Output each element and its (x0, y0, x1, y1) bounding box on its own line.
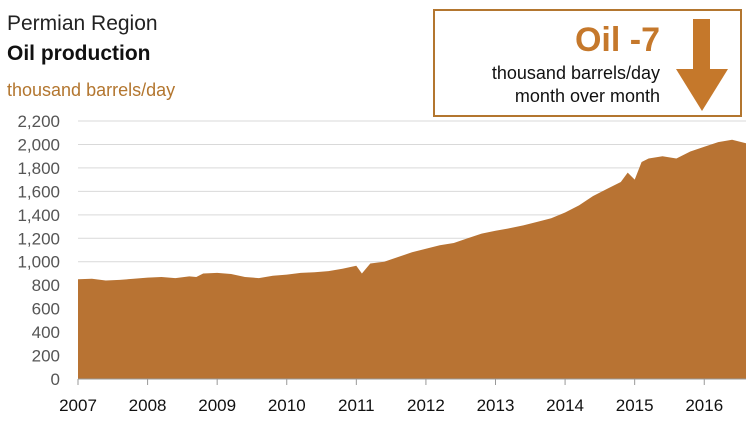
chart-subtitle: Oil production (7, 42, 151, 65)
x-tick-label: 2013 (477, 396, 515, 415)
callout-value: Oil -7 (574, 21, 660, 59)
chart-region-title: Permian Region (7, 12, 158, 35)
x-tick-label: 2016 (685, 396, 723, 415)
y-tick-label: 1,200 (17, 229, 60, 248)
x-tick-label: 2011 (338, 396, 375, 415)
y-tick-label: 400 (32, 323, 60, 342)
x-tick-label: 2012 (407, 396, 445, 415)
production-area (78, 139, 746, 379)
callout-period: month over month (514, 86, 660, 106)
y-tick-label: 1,600 (17, 182, 60, 201)
x-axis-ticks: 2007 2008 2009 2010 2011 2012 2013 2014 2015 2016 (59, 379, 723, 415)
y-tick-label: 2,000 (17, 135, 60, 154)
x-tick-label: 2007 (59, 396, 97, 415)
y-tick-label: 800 (32, 276, 60, 295)
y-tick-label: 600 (32, 300, 60, 319)
callout-unit: thousand barrels/day (491, 63, 660, 83)
monthly-change-callout: Oil -7 thousand barrels/day month over m… (433, 9, 742, 117)
y-tick-label: 200 (32, 347, 60, 366)
y-axis-ticks: 0 200 400 600 800 1,000 1,200 1,400 1,600 1,800 2,… (17, 112, 60, 389)
y-axis-unit-label: thousand barrels/day (7, 80, 176, 100)
y-tick-label: 2,200 (17, 112, 60, 131)
y-tick-label: 1,400 (17, 206, 60, 225)
x-tick-label: 2008 (129, 396, 167, 415)
x-tick-label: 2014 (546, 396, 584, 415)
down-arrow-icon (676, 19, 728, 111)
y-tick-label: 1,800 (17, 159, 60, 178)
x-tick-label: 2010 (268, 396, 306, 415)
x-tick-label: 2009 (198, 396, 236, 415)
y-tick-label: 0 (51, 370, 60, 389)
x-tick-label: 2015 (616, 396, 654, 415)
y-tick-label: 1,000 (17, 253, 60, 272)
